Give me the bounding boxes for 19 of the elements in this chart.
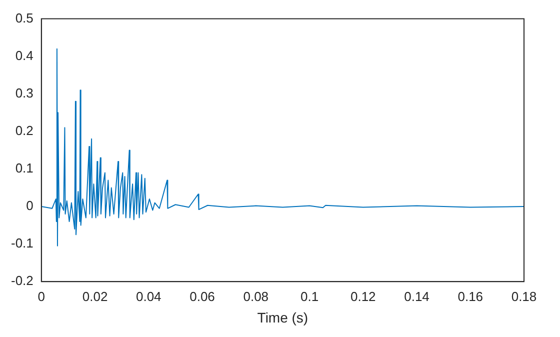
y-tick-label: 0 [26,198,34,214]
x-tick-label: 0.04 [136,288,162,304]
x-tick-label: 0.06 [190,288,215,304]
y-tick-label: 0.1 [15,160,34,176]
y-tick-label: 0.2 [15,123,34,138]
x-tick-label: 0.16 [458,288,484,304]
y-tick-label: 0.3 [15,85,34,100]
y-tick-label: -0.2 [10,273,34,288]
x-tick-label: 0 [38,288,46,304]
x-tick-label: 0.14 [404,288,430,304]
y-tick-label: 0.5 [15,10,34,26]
x-tick-label: 0.02 [82,288,108,304]
y-tick-label: 0.4 [15,48,34,63]
y-tick-label: -0.1 [10,236,34,251]
x-tick-label: 0.18 [511,288,537,304]
x-tick-label: 0.08 [243,288,269,304]
x-tick-label: 0.12 [350,288,376,304]
x-tick-label: 0.1 [300,288,319,304]
x-axis-title: Time (s) [257,309,308,326]
